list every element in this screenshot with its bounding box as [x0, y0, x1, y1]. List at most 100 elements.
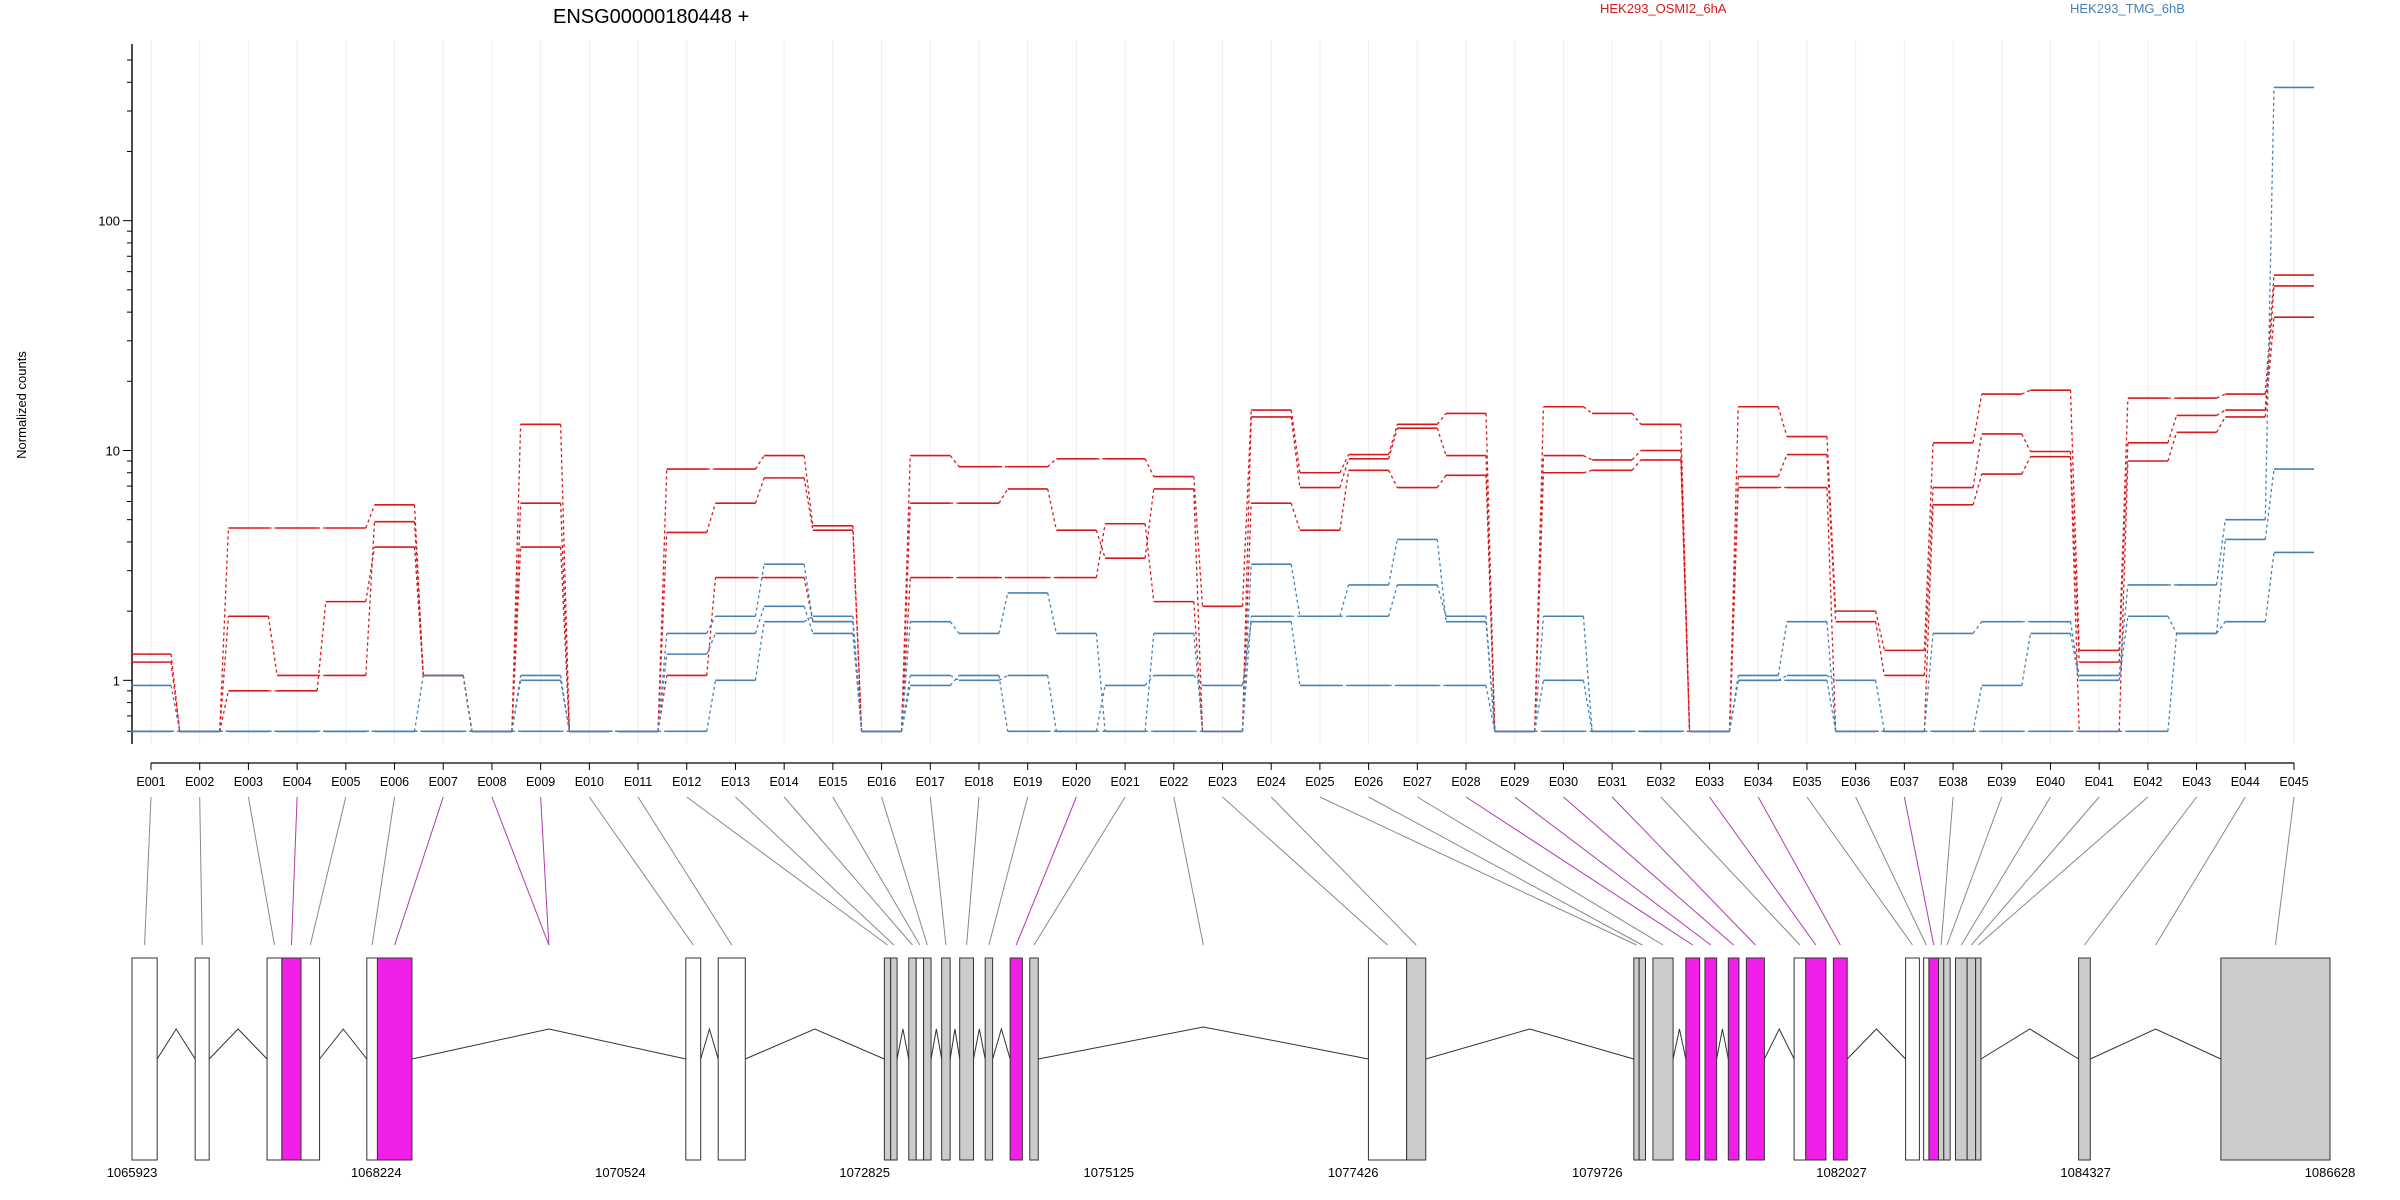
series-connector [1534, 472, 1545, 732]
series-connector [219, 616, 230, 732]
exon-label-e043: E043 [2182, 775, 2211, 789]
series-connector [1923, 504, 1934, 732]
intron-line [973, 1028, 986, 1060]
intron-line [1716, 1028, 1729, 1060]
series-connector [1387, 584, 1398, 617]
exon-label-e044: E044 [2231, 775, 2260, 789]
connector-e032 [1660, 796, 1801, 946]
connector-e021 [1033, 796, 1126, 946]
exon-label-e025: E025 [1305, 775, 1334, 789]
connector-e045 [2274, 796, 2295, 946]
series-connector [803, 564, 814, 622]
series-connector [1047, 675, 1058, 732]
series-connector [1728, 680, 1739, 732]
series-connector [2118, 442, 2129, 663]
series-connector [754, 606, 765, 634]
series-connector [316, 601, 327, 691]
series-connector [1485, 616, 1496, 732]
series-connector [1631, 450, 1642, 461]
y-tick-label: 10 [106, 443, 120, 458]
intron-line [930, 1028, 943, 1060]
series-connector [754, 621, 765, 681]
series-connector [852, 616, 863, 732]
series-connector [1290, 621, 1301, 686]
exon-box-e020 [1009, 957, 1023, 1161]
coordinate-label: 1072825 [839, 1165, 890, 1180]
exon-label-e004: E004 [283, 775, 312, 789]
exon-box-e039 [1943, 957, 1951, 1161]
series-connector [998, 488, 1009, 504]
series-connector [1241, 503, 1252, 732]
connector-e024 [1270, 796, 1417, 946]
intron-line [992, 1027, 1011, 1060]
series-connector [1777, 621, 1788, 676]
series-connector [1144, 675, 1155, 686]
series-connector [511, 503, 522, 732]
series-connector [657, 469, 668, 732]
exon-box-e034 [1832, 957, 1848, 1161]
exon-box-e021 [1029, 957, 1039, 1161]
connector-e010 [588, 796, 694, 946]
connector-e040 [1960, 796, 2051, 946]
exon-box-e030 [1727, 957, 1740, 1161]
series-connector [1144, 633, 1155, 732]
connector-e014 [783, 796, 913, 946]
series-connector [2264, 469, 2275, 540]
y-tick-label: 1 [113, 673, 120, 688]
exon-label-e015: E015 [818, 775, 847, 789]
series-connector [754, 477, 765, 504]
exon-box-e037 [1928, 957, 1939, 1161]
exon-box-e003 [266, 957, 283, 1161]
series-connector [559, 680, 570, 732]
axes: 1 10 100 E001 E002 E003 E004 E005 E006 E007 E008 E0… [98, 44, 2309, 789]
exon-label-e032: E032 [1646, 775, 1675, 789]
series-connector [803, 615, 814, 623]
exon-label-e034: E034 [1744, 775, 1773, 789]
intron-line [949, 1028, 961, 1060]
coordinate-label: 1082027 [1816, 1165, 1867, 1180]
exon-box-e005 [300, 957, 321, 1161]
y-axis-title: Normalized counts [14, 351, 29, 459]
series-connector [170, 685, 181, 732]
series-connector [2069, 633, 2080, 681]
connector-e004 [290, 796, 298, 946]
exon-label-e014: E014 [770, 775, 799, 789]
connector-e003 [247, 796, 275, 946]
series-connector [1777, 406, 1788, 437]
series-lines [131, 86, 2314, 733]
series-connector [1485, 475, 1496, 732]
series-connector [1534, 680, 1545, 732]
series-connector [1387, 428, 1398, 459]
series-connector [949, 675, 960, 686]
series-connector [1826, 454, 1837, 622]
connector-e011 [637, 796, 733, 946]
series-connector [1290, 564, 1301, 617]
series-connector [2069, 451, 2080, 663]
exon-label-e023: E023 [1208, 775, 1237, 789]
series-connector [1436, 474, 1447, 488]
gene-model: 1065923 1068224 1070524 1072825 1075125 10774… [107, 957, 2355, 1180]
exon-label-e002: E002 [185, 775, 214, 789]
exon-label-e008: E008 [477, 775, 506, 789]
exon-label-e013: E013 [721, 775, 750, 789]
exon-label-e028: E028 [1451, 775, 1480, 789]
series-connector [900, 455, 911, 732]
exon-label-e019: E019 [1013, 775, 1042, 789]
series-connector [1388, 470, 1398, 488]
intron-line [896, 1028, 910, 1060]
series-connector [2264, 87, 2275, 520]
connector-e013 [735, 796, 895, 946]
exon-label-e018: E018 [964, 775, 993, 789]
connector-e001 [144, 796, 152, 946]
series-connector [1826, 621, 1837, 732]
exon-box-e042 [1975, 957, 1982, 1161]
series-connector [706, 577, 717, 676]
series-connector [1923, 442, 1934, 651]
series-connector [511, 424, 522, 732]
series-connector [900, 503, 911, 732]
series-connector [1095, 633, 1106, 732]
series-connector [413, 521, 424, 676]
series-connector [1583, 469, 1593, 474]
series-connector [1583, 455, 1593, 461]
